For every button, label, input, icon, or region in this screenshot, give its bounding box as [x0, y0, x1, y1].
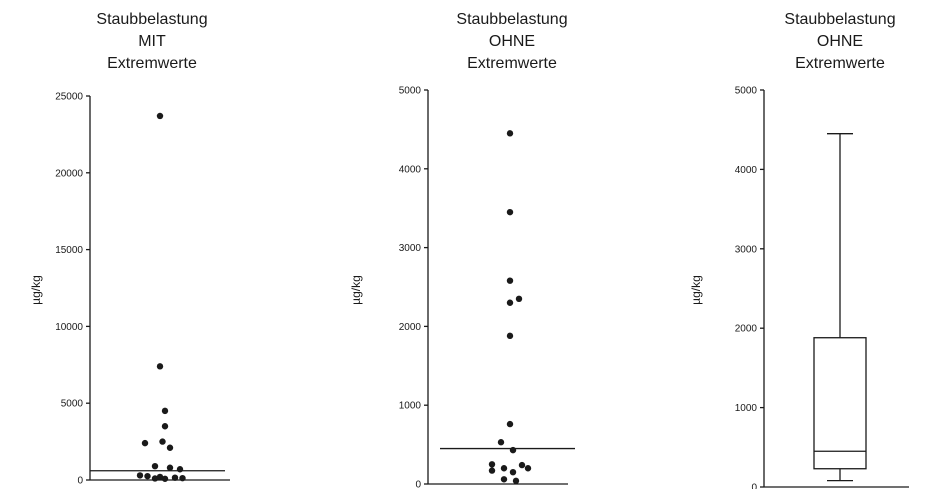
data-point [497, 439, 505, 446]
y-tick-label: 25000 [55, 92, 83, 103]
data-point [518, 461, 526, 469]
chart-title-line: MIT [138, 33, 166, 50]
data-point [488, 461, 496, 468]
y-tick-label: 20000 [55, 168, 83, 179]
data-point [506, 420, 514, 428]
data-point [488, 467, 496, 474]
y-tick-label: 0 [415, 480, 421, 489]
chart-panel-1: Staubbelastung MIT Extremwerte µg/kg 0 5000 10… [29, 11, 230, 487]
y-tick-label: 2000 [735, 324, 758, 335]
data-point [506, 130, 514, 137]
data-point [166, 464, 174, 471]
y-tick-label: 3000 [735, 244, 758, 255]
y-tick-label: 0 [77, 476, 83, 487]
data-point [156, 112, 164, 120]
chart-title-line: Staubbelastung [96, 11, 207, 28]
y-tick-label: 5000 [735, 86, 758, 97]
data-point [161, 407, 169, 415]
y-tick-label: 2000 [399, 322, 422, 333]
data-point [161, 475, 169, 482]
data-point [151, 462, 159, 470]
chart-title-line: Extremwerte [795, 55, 885, 72]
data-point [509, 468, 517, 476]
chart-panel-3: Staubbelastung OHNE Extremwerte µg/kg 0 1000 2… [689, 11, 909, 489]
data-point [506, 299, 514, 306]
y-tick-label: 1000 [735, 403, 758, 414]
data-point [500, 476, 508, 483]
data-point [161, 423, 169, 430]
data-point [141, 439, 149, 447]
data-point [176, 466, 184, 473]
y-tick-label: 0 [751, 483, 757, 489]
y-tick-label: 4000 [735, 165, 758, 176]
data-point [506, 208, 514, 216]
chart-title-line: Extremwerte [467, 55, 557, 72]
y-axis-label: µg/kg [29, 275, 43, 305]
chart-title-line: OHNE [489, 33, 535, 50]
y-tick-label: 5000 [399, 86, 422, 97]
data-point [509, 446, 517, 454]
data-point [506, 332, 514, 340]
chart-title-line: Staubbelastung [456, 11, 567, 28]
data-point [512, 477, 520, 485]
chart-title-line: Staubbelastung [784, 11, 895, 28]
y-tick-label: 5000 [61, 399, 84, 410]
chart-title-line: Extremwerte [107, 55, 197, 72]
data-point [506, 277, 514, 284]
data-point [166, 444, 174, 451]
y-tick-label: 4000 [399, 164, 422, 175]
y-tick-label: 3000 [399, 243, 422, 254]
data-point [151, 475, 159, 482]
data-point [156, 473, 164, 481]
chart-title-line: OHNE [817, 33, 863, 50]
data-point [159, 438, 166, 445]
data-point [144, 472, 151, 480]
y-tick-label: 1000 [399, 401, 422, 412]
data-point [515, 295, 523, 303]
data-point [171, 474, 179, 481]
data-point [136, 472, 144, 479]
data-point [524, 465, 532, 472]
y-axis-label: µg/kg [689, 275, 703, 305]
data-point [179, 474, 186, 482]
y-tick-label: 10000 [55, 322, 83, 333]
data-point [156, 363, 164, 370]
chart-panel-2: Staubbelastung OHNE Extremwerte µg/kg 0 1000 2… [349, 11, 575, 489]
y-tick-label: 15000 [55, 245, 83, 256]
y-axis-label: µg/kg [349, 275, 363, 305]
data-point [500, 465, 508, 472]
box-iqr [813, 337, 867, 470]
